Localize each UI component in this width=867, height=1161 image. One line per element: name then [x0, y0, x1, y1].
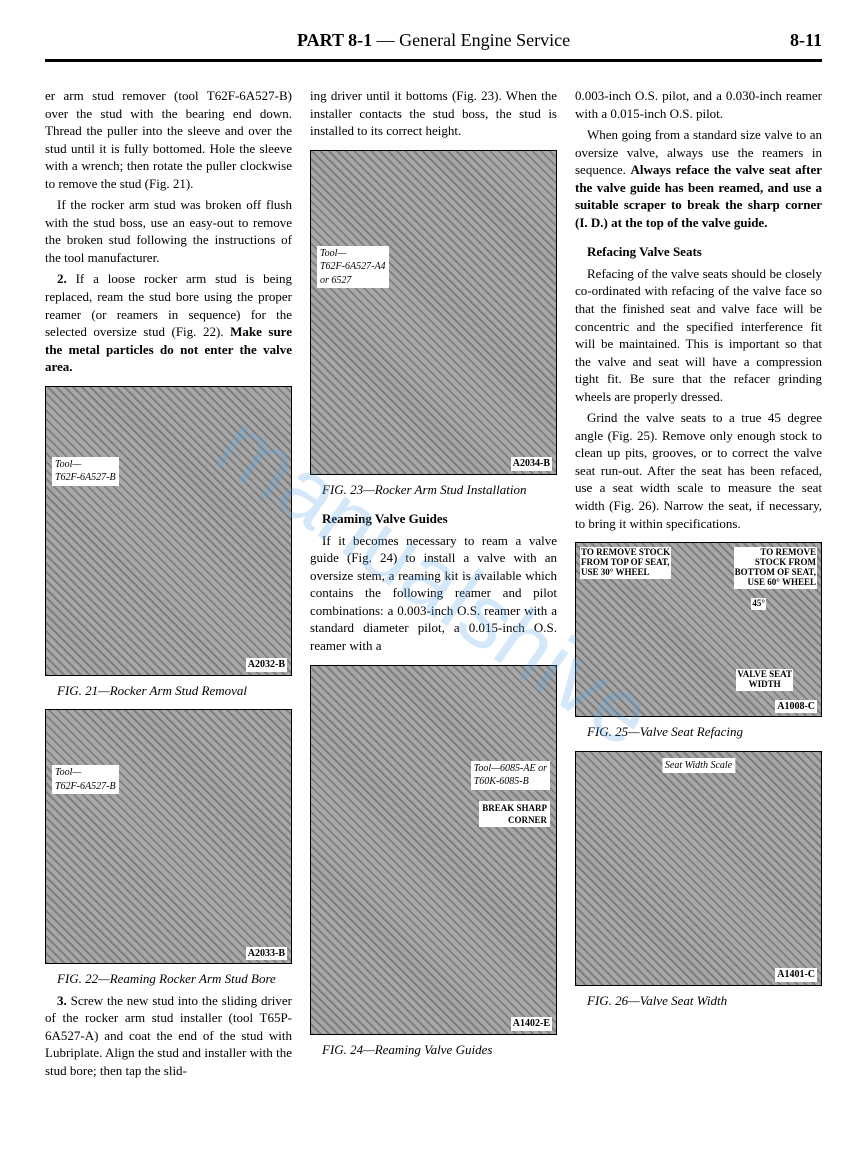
col1-p3: 2. If a loose rocker arm stud is being r… — [45, 270, 292, 375]
fig22-caption: FIG. 22—Reaming Rocker Arm Stud Bore — [45, 970, 292, 988]
fig23-caption: FIG. 23—Rocker Arm Stud Installation — [310, 481, 557, 499]
fig25-right-label: TO REMOVE STOCK FROM BOTTOM OF SEAT, USE… — [734, 547, 817, 589]
col2-subhead-reaming: Reaming Valve Guides — [310, 510, 557, 528]
col1-p4: 3. Screw the new stud into the sliding d… — [45, 992, 292, 1080]
column-1: er arm stud remover (tool T62F-6A527-B) … — [45, 87, 292, 1084]
fig24-code: A1402-E — [511, 1017, 552, 1031]
fig24-tool-label: Tool—6085-AE or T60K-6085-B — [471, 761, 550, 790]
figure-26: Seat Width Scale A1401-C — [575, 751, 822, 986]
fig25-caption: FIG. 25—Valve Seat Refacing — [575, 723, 822, 741]
fig25-left-label: TO REMOVE STOCK FROM TOP OF SEAT, USE 30… — [580, 547, 671, 579]
header-subtitle: — General Engine Service — [372, 30, 570, 50]
column-3: 0.003-inch O.S. pilot, and a 0.030-inch … — [575, 87, 822, 1084]
fig25-angle-label: 45° — [751, 598, 766, 610]
col3-p4: Grind the valve seats to a true 45 degre… — [575, 409, 822, 532]
col1-p4-body: Screw the new stud into the sliding driv… — [45, 993, 292, 1078]
col2-p2: If it becomes necessary to ream a valve … — [310, 532, 557, 655]
fig23-tool-label: Tool— T62F-6A527-A4 or 6527 — [317, 246, 389, 289]
page-number: 8-11 — [790, 30, 822, 51]
col1-p3-num: 2. — [57, 271, 76, 286]
col3-subhead-refacing: Refacing Valve Seats — [575, 243, 822, 261]
header-part: PART 8-1 — [297, 30, 372, 50]
col1-p2: If the rocker arm stud was broken off fl… — [45, 196, 292, 266]
col1-p1: er arm stud remover (tool T62F-6A527-B) … — [45, 87, 292, 192]
page-header: PART 8-1 — General Engine Service 8-11 — [45, 30, 822, 62]
col3-p2: When going from a standard size valve to… — [575, 126, 822, 231]
figure-22: Tool— T62F-6A527-B A2033-B — [45, 709, 292, 964]
figure-21: Tool— T62F-6A527-B A2032-B — [45, 386, 292, 676]
col1-p4-num: 3. — [57, 993, 71, 1008]
content-columns: er arm stud remover (tool T62F-6A527-B) … — [45, 87, 822, 1084]
fig24-caption: FIG. 24—Reaming Valve Guides — [310, 1041, 557, 1059]
fig25-width-label: VALVE SEAT WIDTH — [736, 669, 793, 691]
fig22-code: A2033-B — [246, 947, 287, 961]
fig25-code: A1008-C — [775, 700, 817, 714]
fig24-break-label: BREAK SHARP CORNER — [479, 801, 550, 827]
fig26-code: A1401-C — [775, 968, 817, 982]
col3-p3: Refacing of the valve seats should be cl… — [575, 265, 822, 405]
fig21-caption: FIG. 21—Rocker Arm Stud Removal — [45, 682, 292, 700]
fig21-tool-label: Tool— T62F-6A527-B — [52, 457, 119, 486]
fig26-scale-label: Seat Width Scale — [662, 758, 735, 774]
fig21-code: A2032-B — [246, 658, 287, 672]
figure-24: Tool—6085-AE or T60K-6085-B BREAK SHARP … — [310, 665, 557, 1035]
figure-23: Tool— T62F-6A527-A4 or 6527 A2034-B — [310, 150, 557, 475]
col3-p1: 0.003-inch O.S. pilot, and a 0.030-inch … — [575, 87, 822, 122]
column-2: ing driver until it bottoms (Fig. 23). W… — [310, 87, 557, 1084]
header-title: PART 8-1 — General Engine Service — [297, 30, 570, 50]
col2-p1: ing driver until it bottoms (Fig. 23). W… — [310, 87, 557, 140]
figure-25: TO REMOVE STOCK FROM TOP OF SEAT, USE 30… — [575, 542, 822, 717]
fig23-code: A2034-B — [511, 457, 552, 471]
fig22-tool-label: Tool— T62F-6A527-B — [52, 765, 119, 794]
fig26-caption: FIG. 26—Valve Seat Width — [575, 992, 822, 1010]
